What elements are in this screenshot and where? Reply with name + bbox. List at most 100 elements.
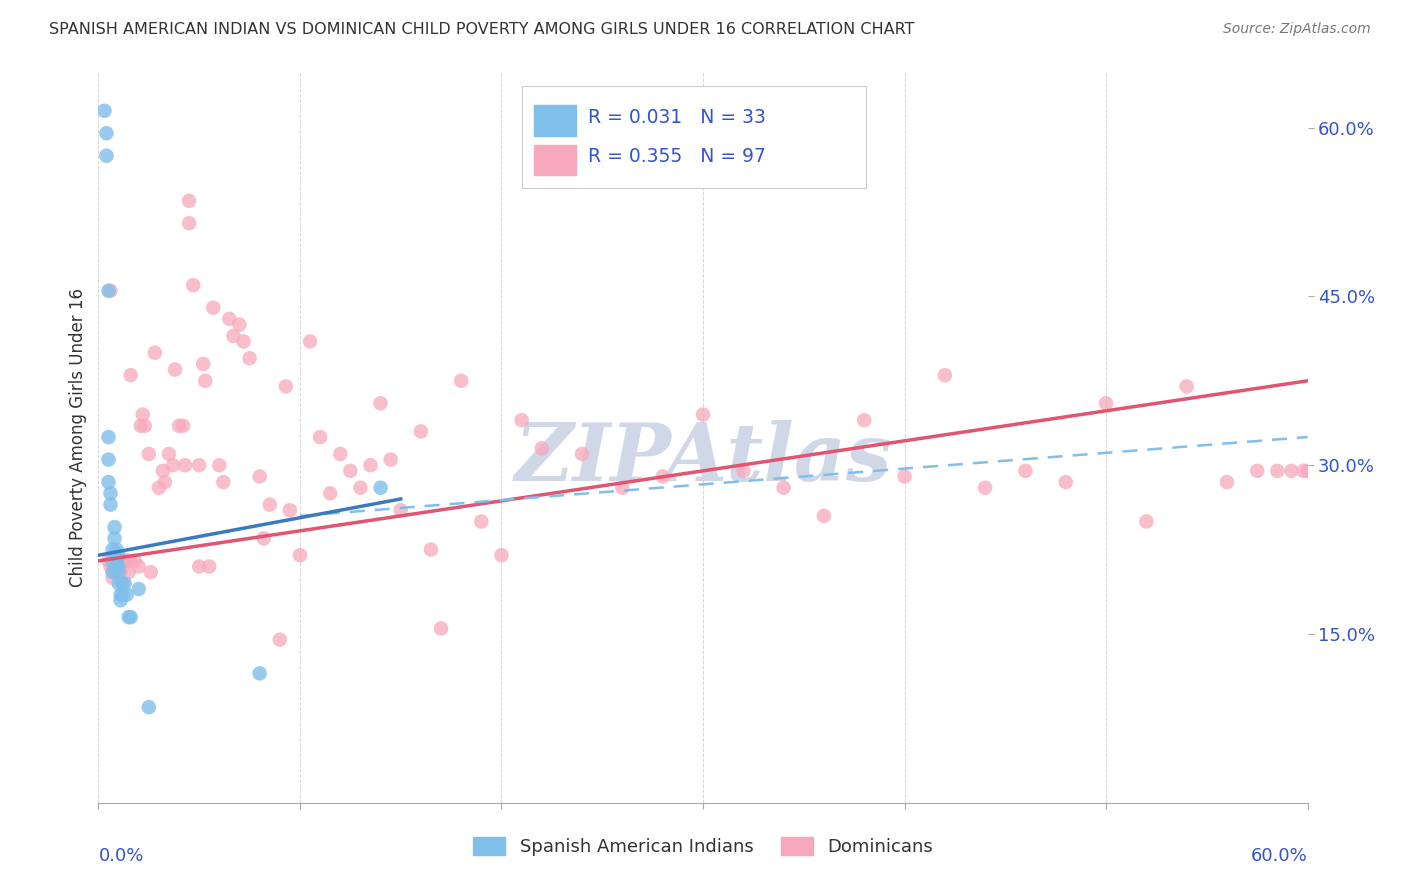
- Point: [571, 447, 593, 461]
- Point: [198, 559, 221, 574]
- Point: [288, 548, 311, 562]
- Point: [222, 328, 245, 343]
- Point: [360, 458, 382, 473]
- Point: [132, 408, 155, 422]
- Point: [450, 374, 472, 388]
- Point: [420, 542, 443, 557]
- Point: [339, 464, 361, 478]
- Point: [103, 520, 125, 534]
- Point: [101, 571, 124, 585]
- Point: [105, 554, 128, 568]
- Point: [103, 532, 125, 546]
- Point: [138, 447, 160, 461]
- Point: [97, 475, 120, 489]
- Point: [118, 554, 141, 568]
- Point: [319, 486, 342, 500]
- Point: [1135, 515, 1157, 529]
- Point: [101, 554, 124, 568]
- Point: [772, 481, 794, 495]
- Point: [259, 498, 281, 512]
- Point: [188, 559, 211, 574]
- Point: [100, 498, 122, 512]
- Point: [100, 486, 122, 500]
- Point: [100, 559, 122, 574]
- Point: [692, 408, 714, 422]
- Point: [96, 149, 118, 163]
- Point: [212, 475, 235, 489]
- Point: [107, 576, 129, 591]
- Point: [96, 126, 118, 140]
- Point: [309, 430, 332, 444]
- Point: [118, 610, 141, 624]
- Point: [138, 700, 160, 714]
- Point: [1014, 464, 1036, 478]
- Point: [139, 565, 162, 579]
- Point: [409, 425, 432, 439]
- Legend: Spanish American Indians, Dominicans: Spanish American Indians, Dominicans: [465, 830, 941, 863]
- Point: [107, 565, 129, 579]
- Point: [299, 334, 322, 349]
- Point: [97, 452, 120, 467]
- Point: [208, 458, 231, 473]
- Point: [612, 481, 634, 495]
- Point: [110, 593, 132, 607]
- Point: [148, 481, 170, 495]
- Point: [1054, 475, 1077, 489]
- Point: [249, 469, 271, 483]
- Point: [193, 357, 215, 371]
- Point: [120, 610, 142, 624]
- Point: [143, 345, 166, 359]
- Point: [1175, 379, 1198, 393]
- Point: [114, 554, 136, 568]
- Point: [1292, 464, 1315, 478]
- Point: [349, 481, 371, 495]
- Point: [128, 559, 150, 574]
- Point: [101, 565, 124, 579]
- Point: [1095, 396, 1118, 410]
- Point: [105, 554, 128, 568]
- Bar: [534, 105, 576, 136]
- Point: [167, 418, 190, 433]
- Point: [530, 442, 553, 456]
- Point: [470, 515, 492, 529]
- Point: [110, 565, 132, 579]
- Point: [97, 554, 120, 568]
- Point: [105, 559, 128, 574]
- Point: [163, 362, 186, 376]
- Point: [218, 312, 240, 326]
- Point: [974, 481, 997, 495]
- Point: [174, 458, 197, 473]
- Point: [813, 508, 835, 523]
- Point: [253, 532, 276, 546]
- Point: [129, 418, 152, 433]
- Point: [269, 632, 291, 647]
- Point: [274, 379, 297, 393]
- Text: SPANISH AMERICAN INDIAN VS DOMINICAN CHILD POVERTY AMONG GIRLS UNDER 16 CORRELAT: SPANISH AMERICAN INDIAN VS DOMINICAN CHI…: [49, 22, 915, 37]
- Point: [510, 413, 533, 427]
- Point: [179, 194, 201, 208]
- Point: [430, 621, 453, 635]
- Point: [249, 666, 271, 681]
- Point: [93, 103, 115, 118]
- Point: [194, 374, 217, 388]
- Point: [1296, 464, 1319, 478]
- Text: Source: ZipAtlas.com: Source: ZipAtlas.com: [1223, 22, 1371, 37]
- Text: R = 0.031   N = 33: R = 0.031 N = 33: [588, 108, 766, 127]
- Point: [232, 334, 254, 349]
- Point: [107, 559, 129, 574]
- Point: [97, 284, 120, 298]
- Point: [380, 452, 402, 467]
- Point: [491, 548, 513, 562]
- Point: [107, 559, 129, 574]
- Point: [172, 418, 194, 433]
- FancyBboxPatch shape: [522, 86, 866, 188]
- Point: [110, 588, 132, 602]
- Point: [107, 565, 129, 579]
- Point: [118, 565, 141, 579]
- Point: [157, 447, 180, 461]
- Point: [188, 458, 211, 473]
- Point: [103, 559, 125, 574]
- Point: [115, 554, 138, 568]
- Point: [278, 503, 301, 517]
- Point: [162, 458, 184, 473]
